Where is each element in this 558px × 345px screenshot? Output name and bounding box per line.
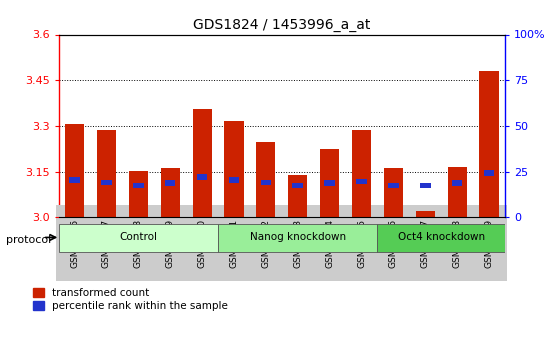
Bar	[218, 224, 377, 252]
Bar	[324, 180, 335, 186]
Bar	[229, 177, 239, 183]
Bar	[352, 130, 371, 217]
Bar	[377, 224, 505, 252]
Bar	[448, 167, 466, 217]
Bar	[256, 142, 276, 217]
Text: Oct4 knockdown: Oct4 knockdown	[398, 233, 485, 243]
Bar	[288, 175, 307, 217]
Bar	[452, 180, 463, 186]
Bar	[261, 179, 271, 185]
Bar	[356, 179, 367, 184]
Bar	[101, 179, 112, 185]
Title: GDS1824 / 1453996_a_at: GDS1824 / 1453996_a_at	[193, 18, 371, 32]
Bar	[65, 125, 84, 217]
Bar	[69, 177, 80, 183]
Text: protocol: protocol	[6, 235, 51, 245]
Bar	[484, 170, 494, 176]
Bar	[59, 224, 218, 252]
Bar	[420, 183, 431, 188]
Bar	[388, 183, 398, 188]
Bar	[197, 174, 208, 180]
Legend: transformed count, percentile rank within the sample: transformed count, percentile rank withi…	[33, 288, 228, 311]
Bar	[165, 180, 175, 186]
Bar	[133, 183, 143, 188]
Bar	[384, 168, 403, 217]
Text: Control: Control	[119, 233, 157, 243]
Bar	[292, 183, 303, 188]
Bar	[320, 149, 339, 217]
Bar	[161, 168, 180, 217]
Text: Nanog knockdown: Nanog knockdown	[249, 233, 346, 243]
Bar	[479, 71, 499, 217]
Bar	[224, 121, 243, 217]
Bar	[97, 130, 116, 217]
Bar	[193, 109, 211, 217]
Bar	[129, 171, 148, 217]
Bar	[416, 211, 435, 217]
